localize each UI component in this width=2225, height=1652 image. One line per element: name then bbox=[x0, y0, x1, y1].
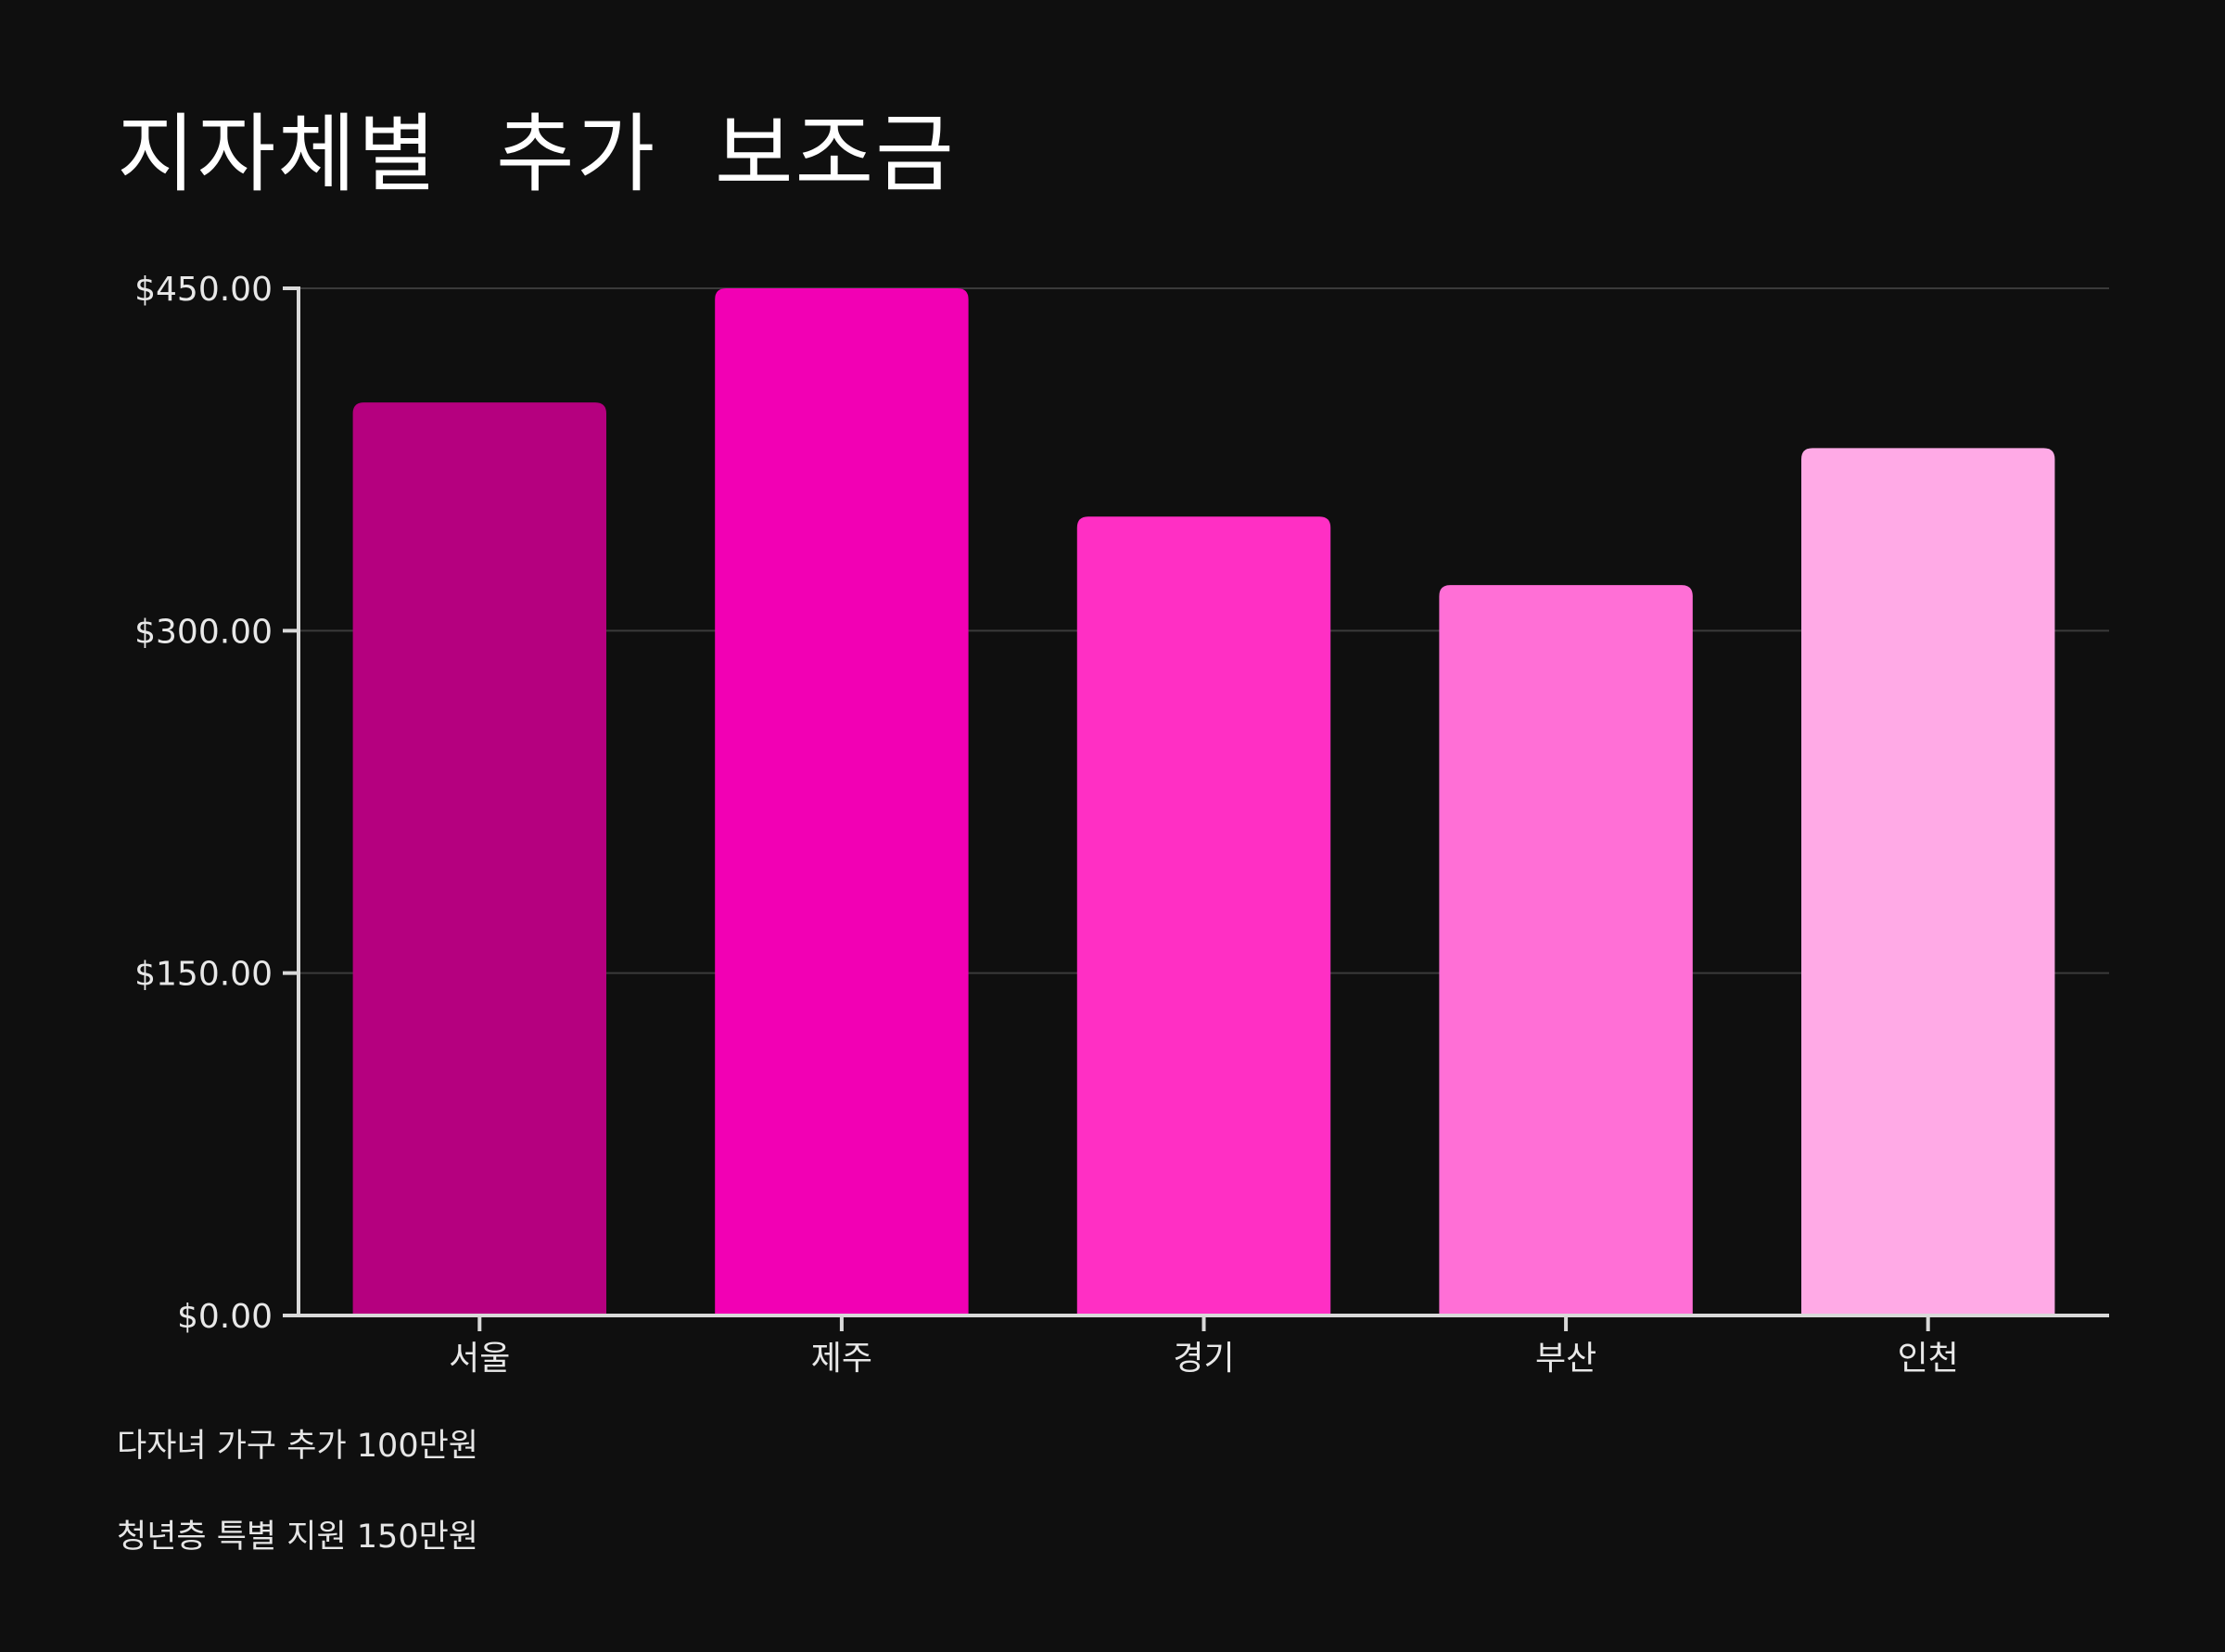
bar-2 bbox=[715, 288, 969, 1315]
y-tick-label: $300.00 bbox=[134, 613, 273, 651]
tick-labels: $0.00 $150.00 $300.00 $450.00 서울 제주 경기 부산 인천 bbox=[134, 271, 1959, 1378]
bars bbox=[352, 288, 2055, 1316]
x-tick-label: 부산 bbox=[1535, 1340, 1596, 1378]
y-tick-label: $150.00 bbox=[134, 956, 273, 994]
bar-3 bbox=[1076, 516, 1331, 1315]
chart-title: 지자체별 추가 보조금 bbox=[117, 105, 956, 204]
footnote-2: 청년층 특별 지원 150만원 bbox=[117, 1519, 478, 1556]
x-tick-label: 인천 bbox=[1898, 1340, 1959, 1378]
axes bbox=[283, 286, 2109, 1331]
y-tick-label: $0.00 bbox=[177, 1298, 273, 1336]
x-tick-label: 경기 bbox=[1173, 1340, 1234, 1378]
bar-5 bbox=[1800, 448, 2055, 1315]
x-tick-label: 제주 bbox=[811, 1340, 872, 1378]
bar-4 bbox=[1439, 585, 1693, 1315]
bar-1 bbox=[352, 402, 607, 1316]
footnote-1: 다자녀 가구 추가 100만원 bbox=[117, 1428, 478, 1465]
y-tick-label: $450.00 bbox=[134, 271, 273, 309]
x-tick-label: 서울 bbox=[449, 1340, 510, 1378]
